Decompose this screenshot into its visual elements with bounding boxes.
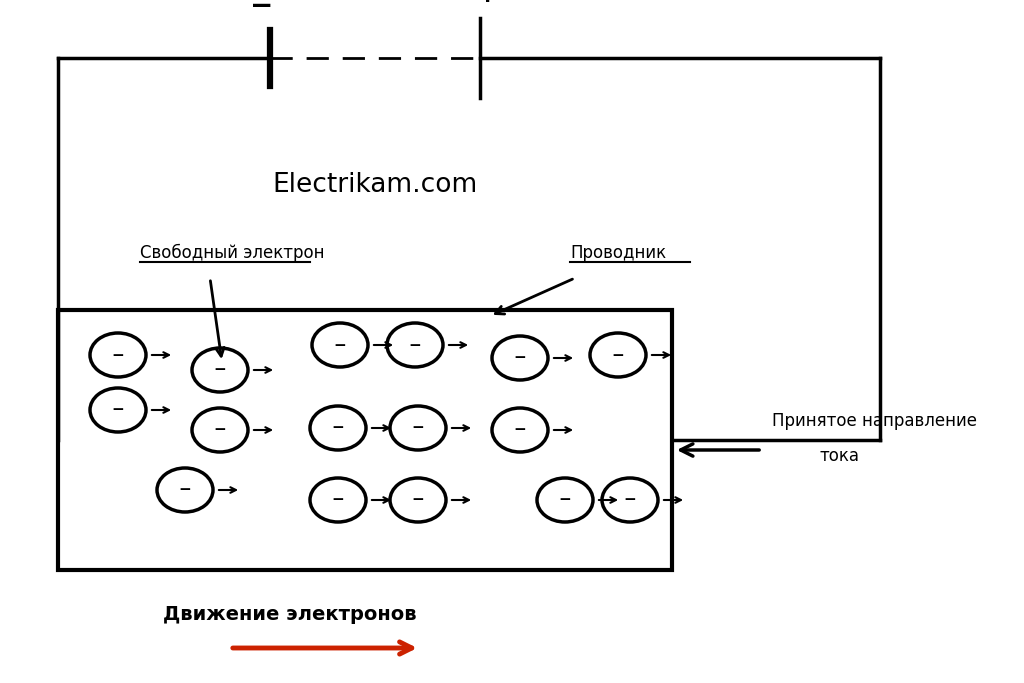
- Ellipse shape: [602, 478, 658, 522]
- Text: −: −: [178, 482, 191, 497]
- Text: −: −: [214, 363, 226, 378]
- Text: −: −: [214, 423, 226, 438]
- Text: Движение электронов: Движение электронов: [163, 604, 417, 624]
- Text: −: −: [624, 492, 636, 507]
- Ellipse shape: [193, 348, 248, 392]
- Text: −: −: [409, 337, 421, 352]
- Text: Electrikam.com: Electrikam.com: [272, 172, 477, 198]
- Ellipse shape: [312, 323, 368, 367]
- Ellipse shape: [157, 468, 213, 512]
- Text: −: −: [514, 350, 526, 365]
- Text: тока: тока: [820, 447, 860, 465]
- Text: −: −: [332, 421, 344, 436]
- Ellipse shape: [492, 408, 548, 452]
- Text: −: −: [412, 492, 424, 507]
- Text: −: −: [412, 421, 424, 436]
- Ellipse shape: [193, 408, 248, 452]
- Ellipse shape: [310, 478, 366, 522]
- Ellipse shape: [310, 406, 366, 450]
- Text: −: −: [332, 492, 344, 507]
- Ellipse shape: [90, 333, 146, 377]
- Text: Свободный электрон: Свободный электрон: [140, 244, 325, 262]
- Bar: [58, 310, 672, 570]
- Text: −: −: [334, 337, 346, 352]
- Ellipse shape: [492, 336, 548, 380]
- Text: −: −: [112, 402, 124, 417]
- Text: Принятое направление: Принятое направление: [772, 412, 977, 430]
- Ellipse shape: [390, 406, 446, 450]
- Ellipse shape: [390, 478, 446, 522]
- Ellipse shape: [387, 323, 443, 367]
- Text: +: +: [476, 0, 500, 8]
- Text: −: −: [514, 423, 526, 438]
- Text: −: −: [611, 348, 625, 363]
- Ellipse shape: [590, 333, 646, 377]
- Ellipse shape: [537, 478, 593, 522]
- Text: −: −: [112, 348, 124, 363]
- Text: −: −: [559, 492, 571, 507]
- Text: Проводник: Проводник: [570, 244, 667, 262]
- Ellipse shape: [90, 388, 146, 432]
- Text: −: −: [251, 0, 273, 20]
